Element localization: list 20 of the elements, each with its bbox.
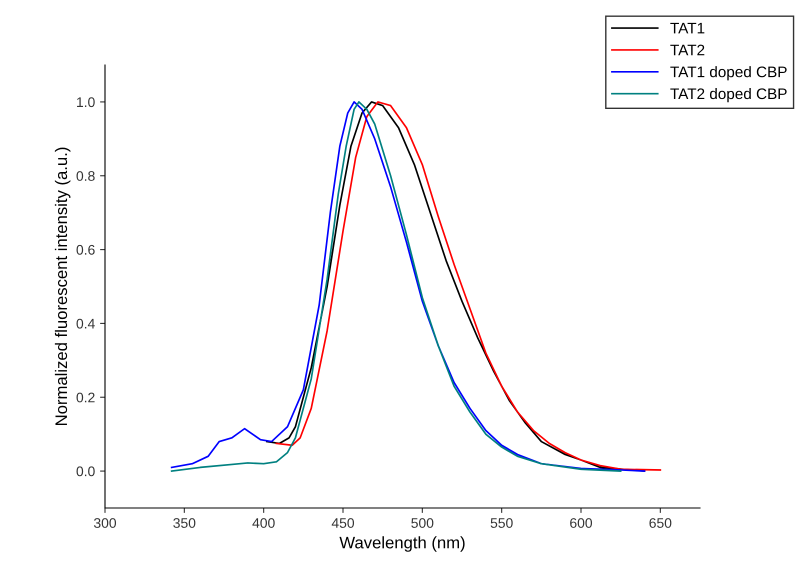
x-tick-label: 550 <box>490 518 513 528</box>
x-tick-label: 350 <box>173 518 196 528</box>
y-tick-label: 0.0 <box>76 466 95 476</box>
x-tick-label: 300 <box>94 518 116 528</box>
x-tick-label: 650 <box>649 518 672 528</box>
legend-label: TAT1 doped CBP <box>670 66 787 80</box>
legend-label: TAT2 doped CBP <box>670 88 787 102</box>
x-tick-label: 400 <box>252 518 275 528</box>
legend-label: TAT2 <box>670 44 704 56</box>
y-tick-label: 0.6 <box>76 244 95 255</box>
x-tick-label: 450 <box>332 518 354 528</box>
y-tick-label: 0.4 <box>76 318 95 329</box>
y-tick-label: 1.0 <box>77 97 95 108</box>
legend-label: TAT1 <box>670 22 704 34</box>
y-tick-label: 0.8 <box>76 171 95 181</box>
y-axis-title: Normalized fluorescent intensity (a.u.) <box>54 148 70 425</box>
x-tick-label: 500 <box>411 518 434 528</box>
x-axis-title: Wavelength (nm) <box>339 536 465 552</box>
y-tick-label: 0.2 <box>76 392 95 402</box>
x-tick-label: 600 <box>570 518 592 528</box>
